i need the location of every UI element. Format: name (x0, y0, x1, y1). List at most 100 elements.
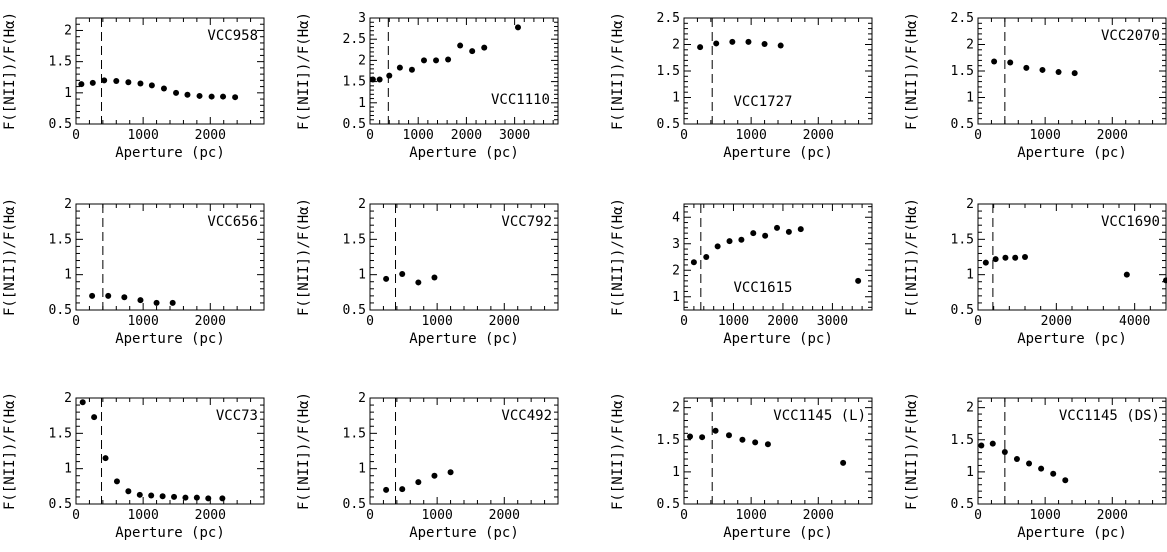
data-point (991, 58, 998, 65)
panel-title: VCC1615 (733, 280, 792, 296)
panel-title: VCC73 (216, 408, 258, 424)
x-tick-label: 2000 (1097, 508, 1128, 523)
x-tick-label: 1000 (127, 314, 158, 329)
x-axis-label: Aperture (pc) (723, 331, 833, 347)
data-point (738, 236, 745, 243)
data-point (160, 85, 167, 92)
y-tick-label: 2 (672, 401, 680, 416)
y-tick-label: 2 (358, 197, 366, 212)
data-point (205, 495, 212, 502)
x-tick-label: 0 (974, 314, 982, 329)
plot-frame (369, 17, 559, 125)
data-point (431, 472, 438, 479)
y-tick-label: 0.5 (951, 117, 974, 132)
y-axis-label: F([NII])/F(Hα) (2, 12, 18, 130)
x-axis-label: Aperture (pc) (115, 331, 225, 347)
x-tick-label: 3000 (817, 314, 848, 329)
x-tick-label: 0 (974, 128, 982, 143)
x-tick-label: 0 (680, 128, 688, 143)
panel-8: 0 2000 4000 0.5 1 1.5 2 Aperture (pc) F([NII])/F… (904, 197, 1167, 347)
panel-title: VCC1727 (733, 94, 792, 110)
data-point (840, 459, 847, 466)
y-axis-label: F([NII])/F(Hα) (904, 12, 920, 130)
panel-title: VCC2070 (1101, 28, 1160, 44)
y-axis-label: F([NII])/F(Hα) (904, 392, 920, 510)
y-tick-label: 2 (358, 53, 366, 68)
data-point (1022, 254, 1028, 260)
x-tick-label: 0 (72, 508, 80, 523)
panel-2: 0 1000 2000 3000 0.5 1 1.5 2 2.5 3 Aperture (pc) F(… (296, 11, 559, 161)
data-point (726, 238, 733, 245)
panel-7: 0 1000 2000 3000 1 2 3 4 Aperture (pc) F([NII])/F… (610, 198, 873, 347)
data-point (232, 94, 239, 101)
data-point (369, 76, 376, 83)
panel-3: 0 1000 2000 0.5 1 1.5 2 2.5 Aperture (pc) F([NII]… (610, 11, 873, 161)
x-tick-label: 0 (366, 314, 374, 329)
y-tick-label: 1 (64, 268, 72, 283)
data-point (1001, 448, 1008, 455)
data-point (457, 42, 464, 49)
panel-title: VCC1145 (L) (773, 408, 866, 424)
data-point (797, 226, 804, 233)
data-point (1055, 69, 1062, 76)
data-point (383, 486, 390, 493)
data-point (79, 399, 86, 406)
panel-title: VCC1110 (491, 92, 550, 108)
y-axis-label: F([NII])/F(Hα) (904, 198, 920, 316)
x-tick-label: 0 (72, 314, 80, 329)
data-point (745, 38, 752, 45)
y-tick-label: 2 (966, 197, 974, 212)
data-point (697, 44, 704, 51)
x-axis-label: Aperture (pc) (115, 525, 225, 541)
data-point (1050, 470, 1057, 477)
y-tick-label: 0.5 (49, 117, 72, 132)
y-tick-label: 1 (966, 465, 974, 480)
panel-title: VCC792 (501, 214, 552, 230)
y-tick-label: 0.5 (49, 303, 72, 318)
x-tick-label: 2000 (451, 128, 482, 143)
data-point (481, 44, 488, 51)
data-point (105, 292, 112, 299)
data-point (712, 427, 719, 434)
y-axis-label: F([NII])/F(Hα) (296, 198, 312, 316)
data-point (196, 92, 203, 99)
y-tick-label: 2 (64, 197, 72, 212)
data-point (1163, 277, 1167, 284)
y-tick-label: 0.5 (49, 497, 72, 512)
data-point (173, 89, 180, 96)
y-tick-label: 1.5 (343, 426, 366, 441)
panel-4: 0 1000 2000 0.5 1 1.5 2 2.5 Aperture (pc) F([NII]… (904, 11, 1167, 161)
data-point (399, 486, 406, 493)
y-tick-label: 2 (672, 38, 680, 53)
y-tick-label: 2 (358, 391, 366, 406)
y-tick-label: 4 (672, 210, 680, 225)
data-point (113, 77, 120, 84)
data-point (1123, 271, 1130, 278)
x-tick-label: 2000 (195, 508, 226, 523)
data-point (514, 24, 521, 31)
data-point (992, 256, 999, 263)
data-point (219, 495, 226, 502)
y-tick-label: 1 (672, 91, 680, 106)
data-point (113, 478, 120, 485)
data-point (78, 81, 85, 88)
y-tick-label: 2 (966, 401, 974, 416)
data-point (415, 279, 422, 286)
x-tick-label: 1000 (718, 314, 749, 329)
y-axis-label: F([NII])/F(Hα) (296, 12, 312, 130)
data-point (148, 82, 155, 89)
data-point (982, 259, 989, 266)
data-point (699, 434, 706, 441)
data-point (102, 455, 109, 462)
y-tick-label: 1.5 (343, 75, 366, 90)
y-tick-label: 1.5 (49, 426, 72, 441)
data-point (431, 274, 438, 281)
data-point (1023, 64, 1030, 71)
data-point (137, 297, 144, 304)
x-tick-label: 0 (974, 508, 982, 523)
x-tick-label: 4000 (1119, 314, 1150, 329)
data-point (1007, 59, 1014, 66)
data-point (761, 40, 768, 47)
y-axis-label: F([NII])/F(Hα) (2, 198, 18, 316)
data-point (989, 440, 996, 447)
